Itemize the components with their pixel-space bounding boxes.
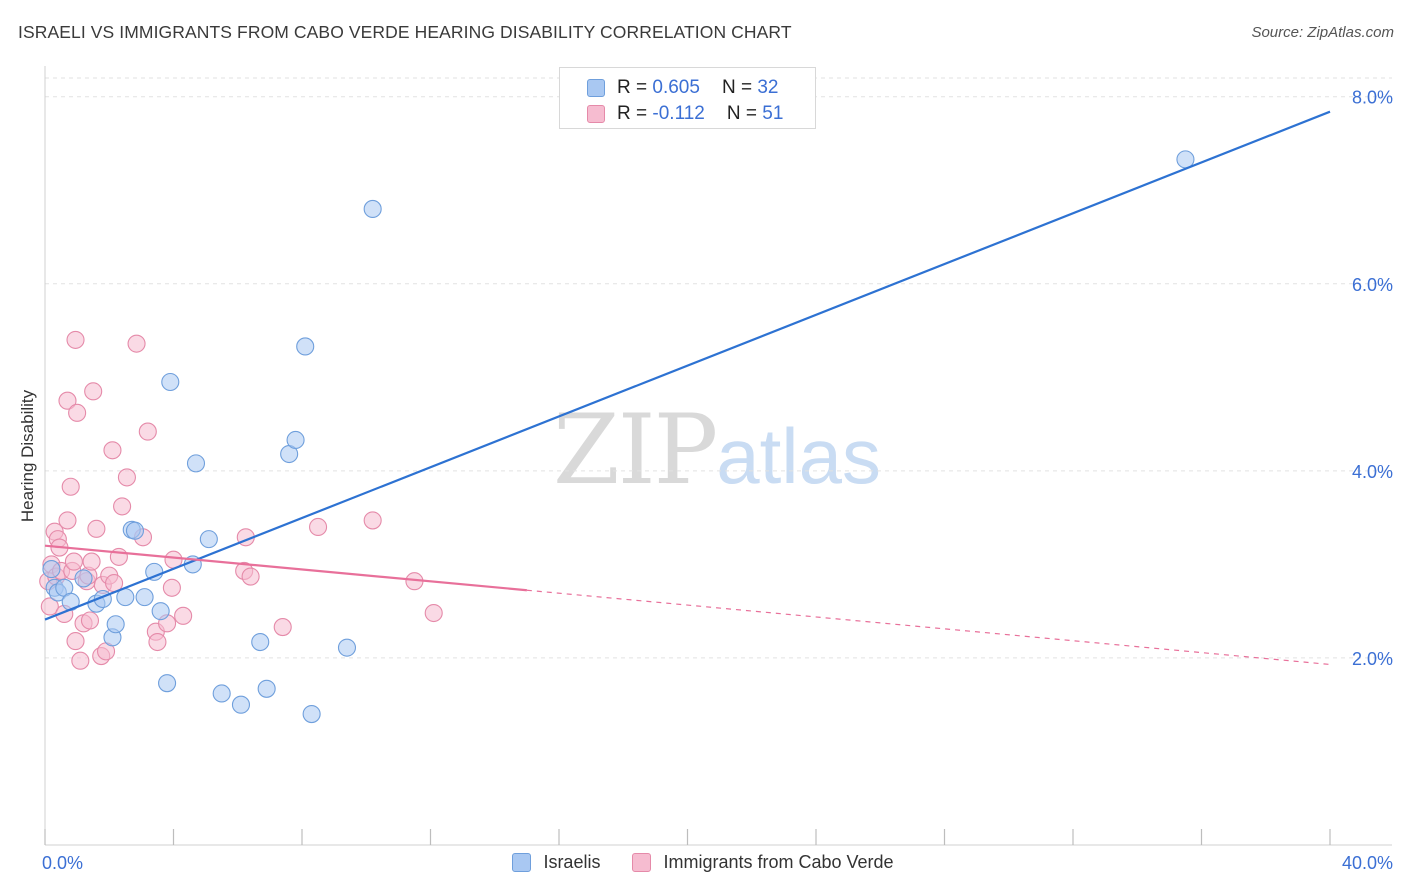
x-tick-label: 0.0%: [42, 853, 83, 873]
israeli-point: [302, 704, 321, 724]
cabo-verde-point: [68, 403, 87, 422]
cabo-verde-point: [103, 441, 122, 460]
cabo-verde-point: [58, 391, 77, 410]
legend-r-value: 0.605: [652, 77, 700, 98]
legend-n-value: 51: [762, 103, 784, 124]
cabo-verde-point: [84, 382, 103, 401]
israeli-point: [251, 632, 270, 652]
cabo-verde-point: [66, 330, 85, 349]
legend-item-cabo-verde[interactable]: Immigrants from Cabo Verde: [632, 852, 894, 873]
israeli-point: [158, 674, 177, 693]
y-tick-label: 6.0%: [1352, 275, 1393, 295]
legend-n-label: N =: [726, 103, 757, 124]
israeli-point: [337, 638, 357, 657]
israeli-point: [151, 602, 170, 621]
watermark: ZIPatlas: [553, 402, 881, 499]
watermark-zip: ZIP: [553, 394, 718, 506]
israeli-point: [74, 569, 93, 588]
israeli-point: [296, 337, 315, 356]
legend-item-israelis[interactable]: Israelis: [512, 852, 600, 873]
trendline-cabo-verde-extension: [526, 589, 1331, 666]
cabo-verde-point: [61, 477, 80, 496]
israeli-point: [199, 530, 218, 549]
cabo-verde-point: [113, 497, 132, 516]
israeli-point: [106, 615, 125, 634]
cabo-verde-point: [309, 517, 328, 537]
legend-label-cabo-verde: Immigrants from Cabo Verde: [663, 852, 894, 872]
legend-n-label: N =: [721, 77, 753, 98]
cabo-verde-point: [117, 468, 136, 487]
israeli-point: [135, 588, 154, 607]
cabo-verde-point: [66, 632, 85, 651]
israeli-point: [286, 430, 305, 450]
cabo-verde-point: [273, 618, 292, 637]
y-tick-label: 4.0%: [1352, 462, 1393, 482]
israeli-point: [42, 560, 61, 579]
legend-n-value: 32: [757, 77, 779, 98]
legend-label-israelis: Israelis: [543, 852, 601, 872]
cabo-verde-point: [40, 597, 59, 616]
y-axis-label: Hearing Disability: [18, 389, 37, 523]
watermark-atlas: atlas: [716, 412, 881, 500]
cabo-verde-point: [241, 567, 260, 586]
cabo-verde-point: [148, 632, 167, 652]
cabo-verde-point: [71, 651, 90, 670]
legend-swatch-blue: [512, 853, 532, 872]
israeli-point: [186, 454, 206, 473]
trendline-israelis: [44, 110, 1331, 621]
legend-row-israelis: R = 0.605 N = 32: [587, 76, 778, 100]
cabo-verde-point: [174, 606, 193, 625]
cabo-verde-point: [162, 578, 181, 597]
israeli-point: [363, 199, 382, 219]
cabo-verde-point: [82, 552, 101, 571]
legend-row-cabo-verde: R = -0.112 N = 51: [587, 102, 783, 126]
legend-r-label: R =: [617, 103, 648, 124]
source-label: Source: ZipAtlas.com: [1251, 24, 1394, 41]
y-tick-label: 8.0%: [1352, 88, 1393, 108]
correlation-legend: R = 0.605 N = 32 R = -0.112 N = 51: [559, 67, 816, 129]
legend-swatch-blue: [587, 79, 605, 97]
legend-swatch-pink: [632, 853, 652, 872]
israeli-point: [161, 372, 180, 392]
legend-r-value: -0.112: [652, 103, 705, 124]
cabo-verde-point: [127, 334, 146, 353]
cabo-verde-point: [424, 603, 443, 623]
legend-r-label: R =: [617, 77, 648, 98]
chart-title: ISRAELI VS IMMIGRANTS FROM CABO VERDE HE…: [18, 22, 792, 42]
trendline-cabo-verde: [44, 544, 527, 592]
x-tick-label: 40.0%: [1342, 853, 1393, 873]
cabo-verde-point: [58, 511, 77, 530]
cabo-verde-point: [64, 552, 83, 571]
cabo-verde-point: [363, 511, 382, 530]
series-legend: Israelis Immigrants from Cabo Verde: [0, 852, 1406, 873]
legend-swatch-pink: [587, 105, 605, 123]
israeli-point: [257, 679, 276, 698]
israeli-point: [231, 695, 251, 714]
cabo-verde-point: [87, 519, 106, 538]
cabo-verde-point: [80, 611, 100, 630]
y-tick-label: 2.0%: [1352, 649, 1393, 669]
israeli-point: [212, 684, 231, 703]
israeli-point: [125, 521, 144, 540]
cabo-verde-point: [138, 422, 157, 441]
